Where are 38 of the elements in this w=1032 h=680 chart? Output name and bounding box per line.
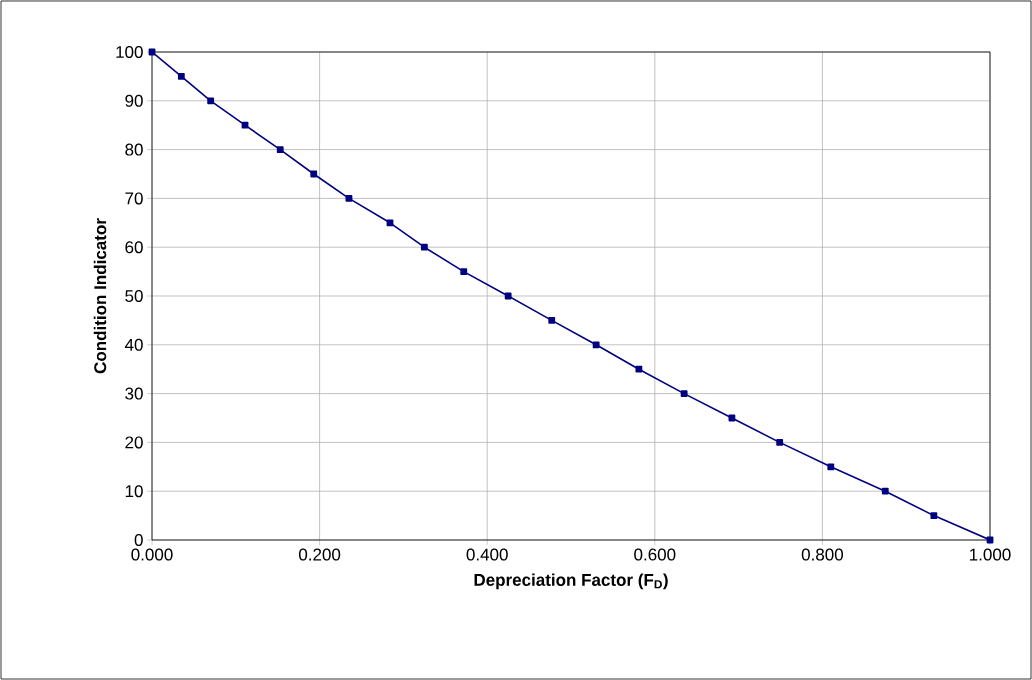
line-series: [148, 48, 994, 544]
y-tick-label: 40: [124, 338, 143, 351]
point: [207, 97, 215, 105]
y-tick-label: 100: [116, 45, 143, 59]
x-tick-label: 0.000: [131, 548, 173, 561]
y-tick-label: 30: [125, 387, 143, 400]
x-tick-label: 0.800: [801, 548, 844, 561]
x-tick-label: 1.000: [970, 548, 1011, 561]
point: [776, 439, 784, 446]
point: [548, 317, 556, 324]
x-tick-label: 0.200: [298, 548, 341, 561]
y-tick-label: 80: [125, 143, 143, 156]
point: [881, 487, 889, 495]
y-tick-label: 90: [125, 94, 143, 107]
point: [680, 390, 688, 397]
x-tick-label: 0.400: [466, 548, 508, 561]
point: [592, 341, 600, 349]
y-tick-label: 20: [125, 436, 143, 449]
point: [310, 170, 318, 178]
y-tick-label: 60: [125, 241, 143, 254]
point: [504, 292, 512, 300]
point: [386, 219, 394, 227]
y-tick-label: 10: [125, 485, 143, 498]
point: [460, 268, 468, 275]
point: [827, 463, 835, 471]
point: [930, 512, 938, 519]
x-axis-title: Depreciation Factor (F$_{D}$): [474, 573, 668, 590]
point: [420, 243, 428, 251]
x-tick-label: 0.600: [634, 548, 676, 561]
y-axis-title: Condition Indicator: [93, 218, 107, 374]
point: [345, 194, 353, 202]
point: [241, 121, 249, 129]
y-tick-label: 50: [125, 289, 143, 303]
point: [276, 146, 284, 153]
y-tick-label: 0: [134, 533, 143, 547]
y-tick-label: 70: [125, 192, 143, 205]
point: [177, 73, 185, 80]
point: [635, 365, 643, 373]
